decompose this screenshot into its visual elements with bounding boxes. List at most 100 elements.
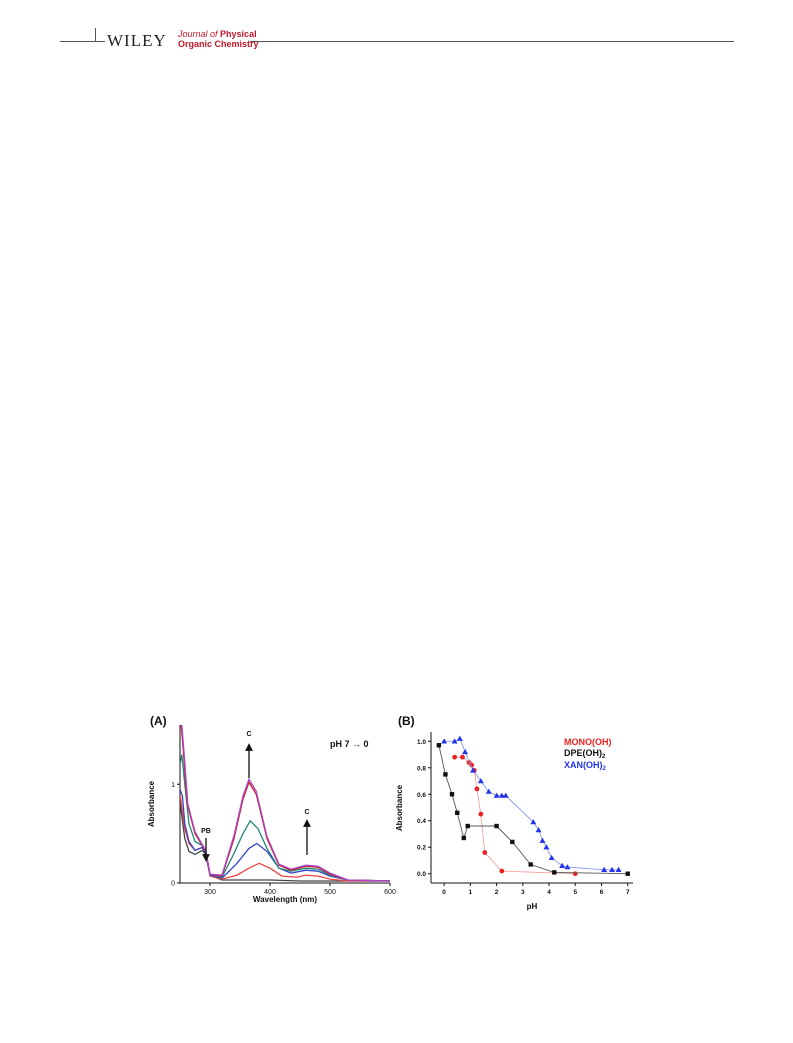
panel-b-point-xan (498, 792, 505, 798)
panel-b-point-xan (539, 837, 546, 843)
panel-b-point-xan (462, 748, 469, 755)
header-rule-left (60, 41, 105, 42)
panel-a-spectrum-line-6 (181, 725, 390, 882)
panel-b-point-mono (482, 850, 488, 855)
panel-b-y-ticks: 0.0 0.2 0.4 0.6 0.8 1.0 (417, 739, 431, 878)
panel-a-x-label: Wavelength (nm) (253, 895, 317, 904)
panel-a-spectrum-line-3 (180, 788, 390, 882)
panel-a-annotation-c1: C (246, 731, 251, 738)
panel-b-legend: MONO(OH) DPE(OH)2 XAN(OH)2 (564, 737, 612, 772)
panel-b-x-tick-label: 5 (573, 889, 577, 896)
panel-b-point-dpe (510, 839, 515, 845)
panel-b-point-xan (548, 854, 555, 861)
figure-canvas: (A) 300 400 500 600 01 Wavelength (nm) Abso… (147, 714, 633, 911)
legend-entry-mono-name: MONO(OH) (564, 737, 612, 747)
panel-b-point-dpe (528, 862, 533, 867)
panel-b-y-label: Absorbance (395, 784, 404, 831)
panel-b-series (436, 735, 630, 877)
panel-b-point-dpe (436, 743, 442, 748)
panel-b-point-xan (477, 778, 484, 784)
panel-b-point-xan (485, 788, 492, 794)
panel-b-line-xan (444, 737, 619, 871)
panel-b-point-xan (559, 862, 566, 868)
journal-name-suffix: Physical (220, 29, 257, 39)
panel-a-y-ticks: 01 (171, 782, 180, 888)
legend-entry-xan-subscript: 2 (603, 766, 607, 772)
panel-a-x-tick-label: 400 (264, 889, 276, 896)
panel-a-spectrum-line-4 (180, 754, 390, 882)
panel-b-point-dpe (625, 871, 630, 876)
panel-b-point-xan (601, 866, 608, 872)
panel-b-point-mono (474, 786, 480, 792)
legend-entry-mono: MONO(OH) (564, 737, 612, 747)
panel-a-x-tick-label: 600 (384, 889, 396, 896)
panel-b-y-tick-label: 0.2 (417, 845, 426, 852)
panel-a-annotation-ph: pH 7 → 0 (330, 739, 369, 749)
panel-b-point-xan (543, 844, 550, 850)
panel-b-point-mono (460, 754, 465, 760)
publisher-logo: WILEY (107, 31, 167, 50)
panel-a-annotation-pb: PB (201, 828, 211, 835)
panel-b-point-dpe (443, 772, 448, 777)
panel-b-x-ticks: 0 1 2 3 4 5 6 7 (442, 883, 630, 896)
panel-b-point-xan (535, 827, 542, 833)
legend-entry-dpe: DPE(OH)2 (564, 748, 606, 760)
panel-b-x-tick-label: 3 (521, 889, 525, 896)
panel-b-point-dpe (494, 823, 499, 829)
panel-b-label: (B) (398, 714, 415, 728)
panel-b-point-xan (609, 866, 616, 872)
journal-name-prefix: Journal of (178, 29, 218, 39)
panel-b-point-mono (478, 811, 484, 817)
panel-b-x-tick-label: 1 (469, 889, 473, 896)
panel-b-x-tick-label: 0 (442, 889, 446, 896)
panel-b-point-dpe (552, 870, 557, 875)
panel-b-point-xan (493, 792, 500, 798)
panel-b-x-tick-label: 7 (626, 889, 630, 896)
panel-b-point-mono (499, 868, 505, 874)
panel-a-spectrum-line-5 (180, 725, 390, 882)
panel-b-point-xan (615, 866, 622, 872)
panel-b-scatter-chart: (B) 0 1 2 3 4 5 6 7 0.0 0.2 0.4 0.6 0.8 1.0 pH Absor… (395, 714, 633, 911)
panel-a-y-tick-label: 1 (171, 782, 175, 789)
panel-b-line-mono (454, 756, 576, 875)
panel-b-point-dpe (449, 792, 455, 797)
panel-a-x-tick-label: 500 (324, 889, 336, 896)
panel-a-spectra-chart: (A) 300 400 500 600 01 Wavelength (nm) Abso… (147, 714, 396, 904)
legend-entry-dpe-subscript: 2 (602, 754, 606, 760)
header-rule-right (250, 41, 734, 42)
panel-b-point-dpe (465, 823, 470, 829)
panel-b-point-xan (564, 864, 571, 870)
panel-b-point-xan (530, 819, 537, 825)
panel-b-x-label: pH (527, 902, 538, 911)
panel-a-x-ticks: 300 400 500 600 (204, 883, 396, 896)
panel-a-y-tick-label: 0 (171, 881, 175, 888)
panel-b-point-xan (456, 735, 463, 741)
panel-b-y-tick-label: 0.8 (417, 765, 426, 772)
panel-b-point-xan (451, 738, 458, 744)
panel-b-point-xan (441, 738, 448, 744)
journal-name-line2: Organic Chemistry (178, 39, 259, 49)
panel-b-point-dpe (461, 835, 466, 841)
panel-b-x-tick-label: 2 (495, 889, 499, 896)
panel-a-series (180, 725, 390, 882)
panel-b-x-tick-label: 4 (547, 889, 551, 896)
panel-b-y-tick-label: 0.0 (417, 871, 426, 878)
panel-b-y-tick-label: 0.4 (417, 818, 426, 825)
header-margin-mark (95, 28, 96, 42)
journal-name-line1: Journal of Physical (178, 29, 257, 39)
panel-b-point-mono (452, 754, 458, 760)
panel-a-x-tick-label: 300 (204, 889, 216, 896)
journal-header: WILEY Journal of Physical Organic Chemis… (0, 0, 793, 60)
panel-b-point-xan (469, 767, 476, 773)
panel-b-point-mono (572, 871, 578, 877)
panel-b-point-dpe (455, 810, 460, 815)
panel-b-point-xan (502, 792, 509, 798)
panel-a-y-label: Absorbance (147, 780, 156, 827)
legend-entry-dpe-name: DPE(OH) (564, 748, 602, 758)
panel-b-y-tick-label: 0.6 (417, 792, 426, 799)
legend-entry-xan: XAN(OH)2 (564, 760, 607, 772)
panel-b-x-tick-label: 6 (600, 889, 604, 896)
panel-a-annotation-c2: C (304, 809, 309, 816)
legend-entry-xan-name: XAN(OH) (564, 760, 603, 770)
